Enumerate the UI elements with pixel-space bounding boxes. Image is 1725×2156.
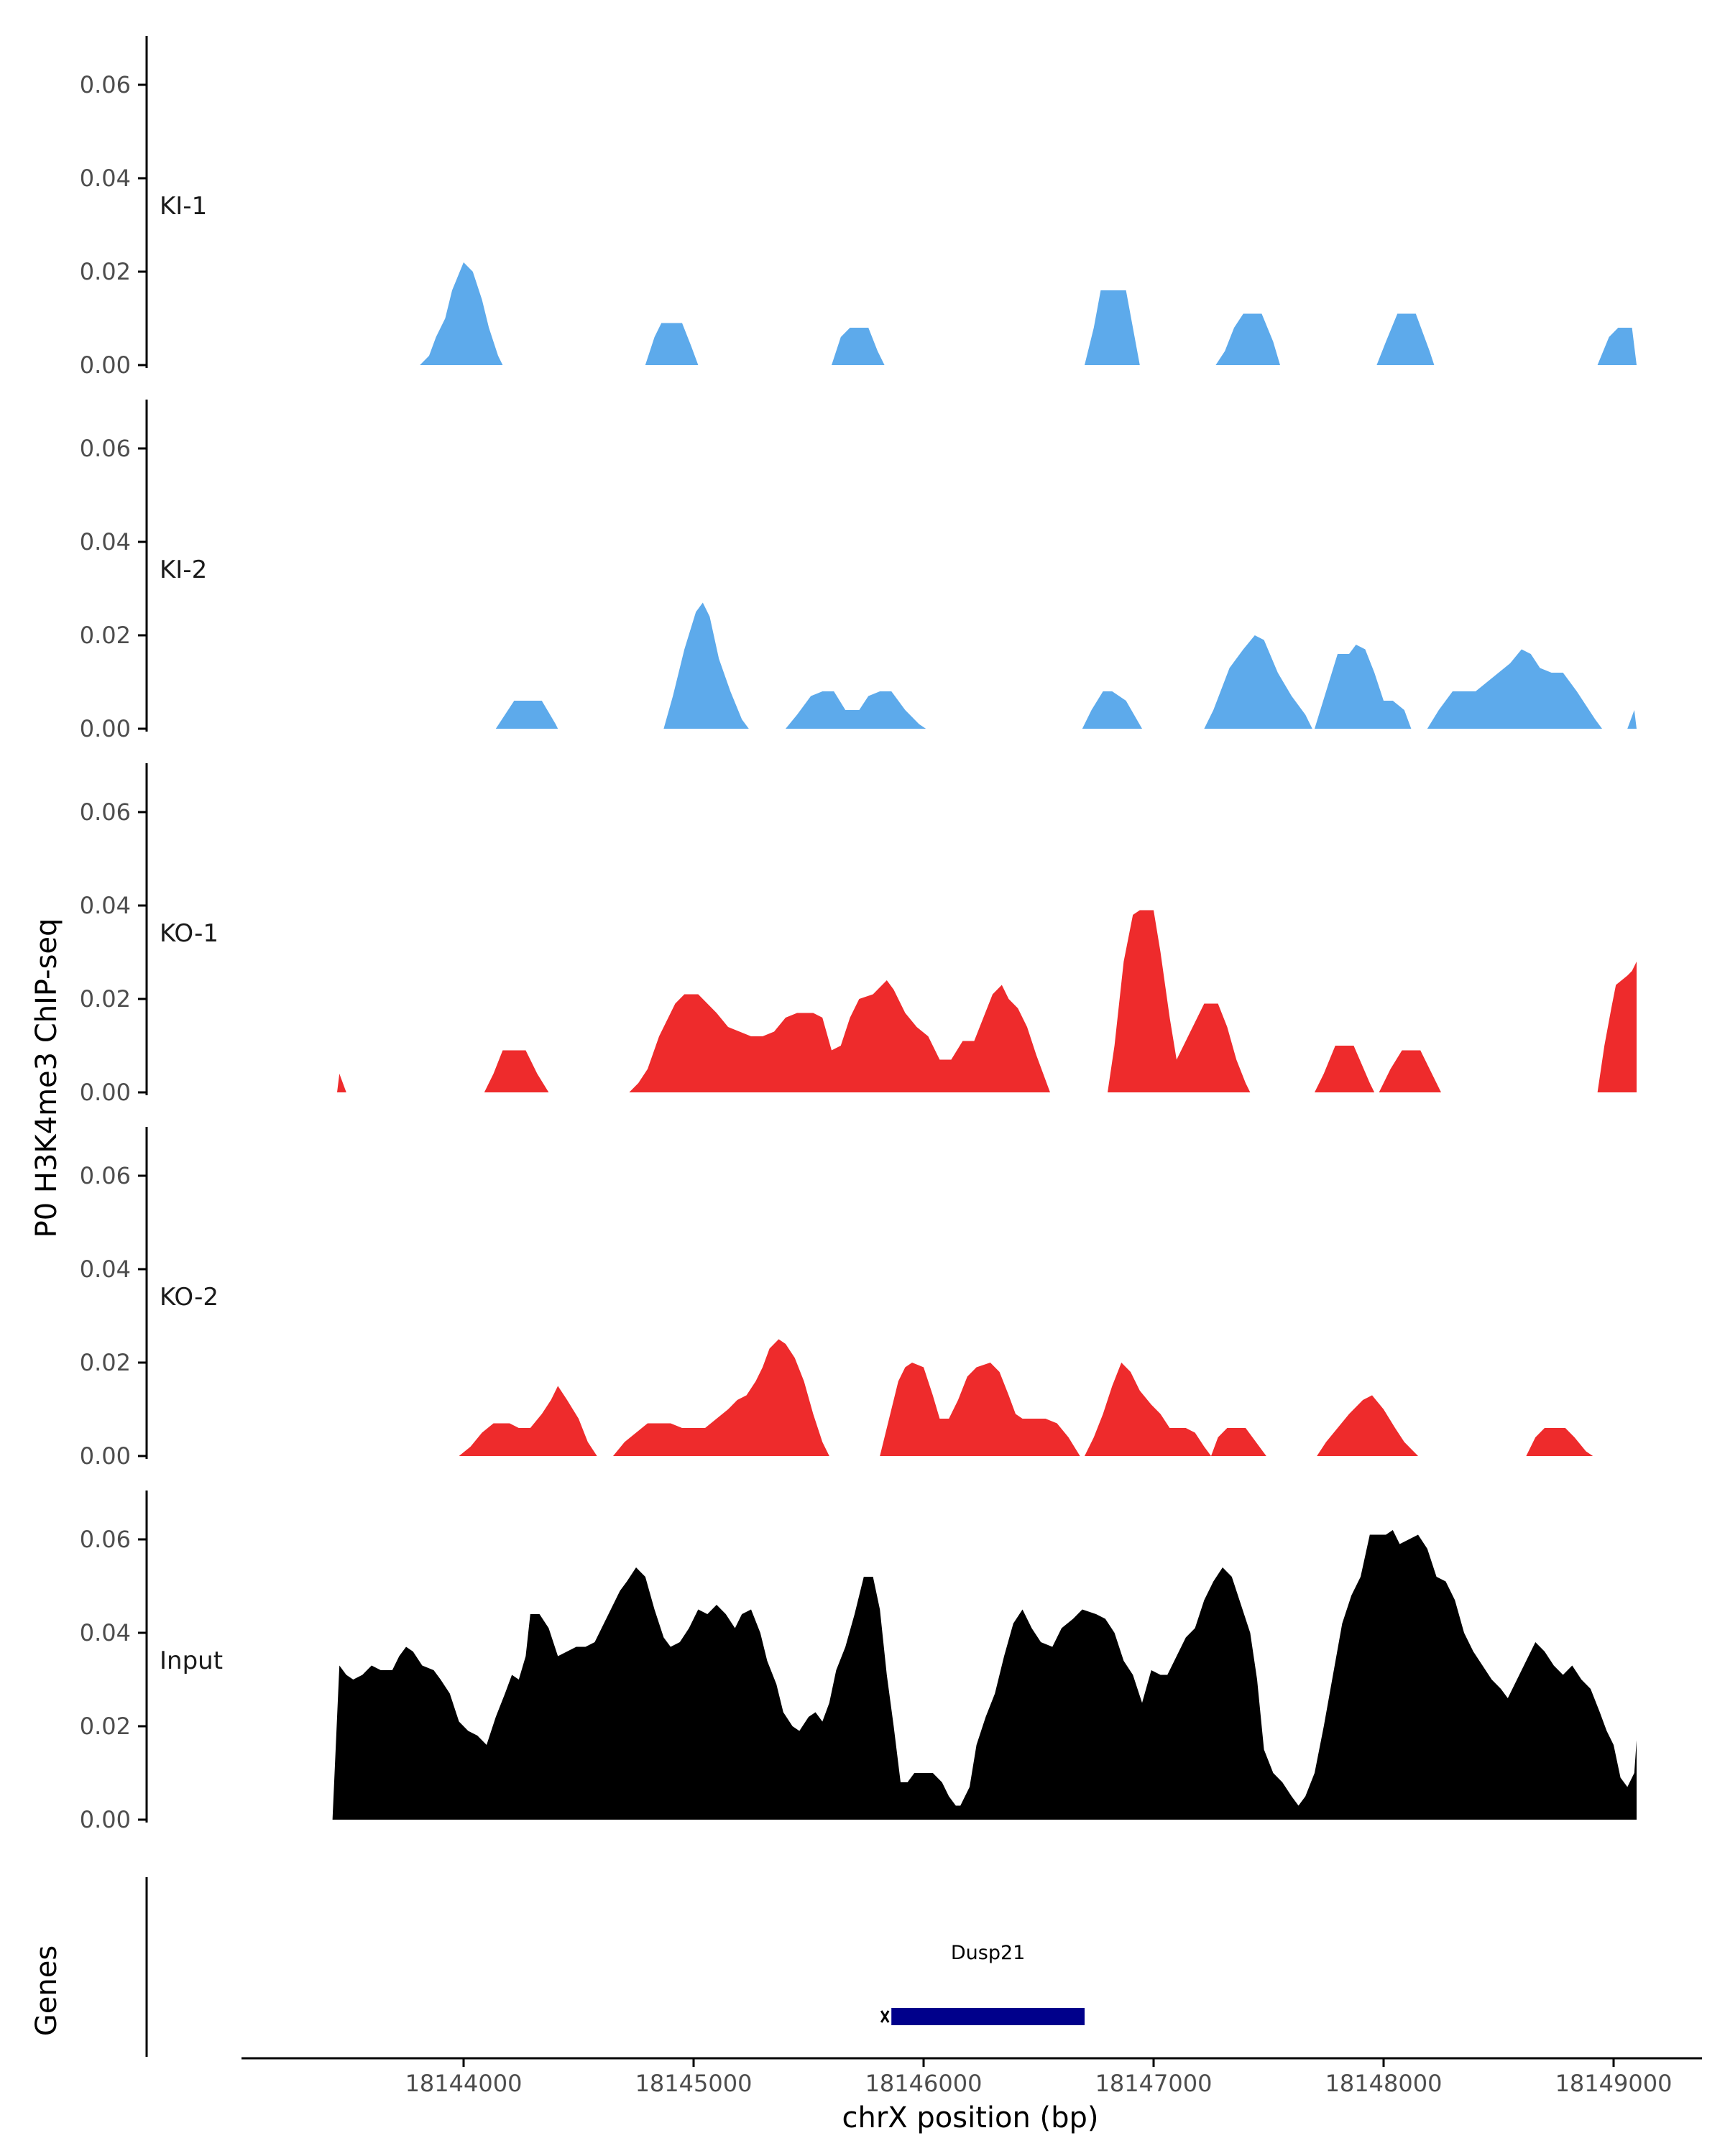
x-axis-title: chrX position (bp) xyxy=(842,2101,1098,2134)
y-axis-title: P0 H3K4me3 ChIP-seq xyxy=(30,918,63,1238)
track-area-input xyxy=(332,1530,1637,1820)
track-ki-2: 0.00 0.02 0.04 0.06 KI-2 xyxy=(80,400,1637,742)
y-tick-label: 0.04 xyxy=(80,528,131,556)
track-label: KO-2 xyxy=(160,1283,218,1312)
y-tick-label: 0.02 xyxy=(80,1713,131,1740)
y-tick-label: 0.00 xyxy=(80,351,131,379)
gene-strand-marker xyxy=(880,2010,890,2023)
y-tick-label: 0.02 xyxy=(80,258,131,285)
x-tick-label: 18147000 xyxy=(1095,2070,1213,2097)
track-label: Input xyxy=(160,1646,223,1675)
tracks-group: 0.00 0.02 0.04 0.06 KI-1 0.00 0.02 0.04 0.06 KI-2… xyxy=(80,36,1637,1833)
y-tick-label: 0.02 xyxy=(80,622,131,649)
y-tick-label: 0.04 xyxy=(80,892,131,919)
x-axis: 18144000 18145000 18146000 18147000 18148000… xyxy=(242,2057,1702,2097)
y-tick-label: 0.06 xyxy=(80,71,131,98)
track-area-ko-2 xyxy=(459,1339,1593,1456)
track-label: KI-2 xyxy=(160,556,207,584)
gene-label: Dusp21 xyxy=(951,1942,1025,1964)
genes-panel: Dusp21 xyxy=(145,1877,1085,2057)
x-tick-label: 18145000 xyxy=(635,2070,753,2097)
track-ko-2: 0.00 0.02 0.04 0.06 KO-2 xyxy=(80,1127,1593,1470)
y-tick-label: 0.04 xyxy=(80,1619,131,1646)
track-area-ko-1 xyxy=(337,910,1637,1092)
x-tick-label: 18144000 xyxy=(405,2070,523,2097)
track-input: 0.00 0.02 0.04 0.06 Input xyxy=(80,1491,1637,1833)
track-ki-1: 0.00 0.02 0.04 0.06 KI-1 xyxy=(80,36,1637,379)
track-label: KI-1 xyxy=(160,192,207,221)
y-tick-label: 0.00 xyxy=(80,1806,131,1833)
track-ko-1: 0.00 0.02 0.04 0.06 KO-1 xyxy=(80,763,1637,1106)
gene-body-dusp21 xyxy=(891,2008,1085,2025)
y-tick-label: 0.06 xyxy=(80,1526,131,1553)
y-tick-label: 0.06 xyxy=(80,435,131,462)
x-tick-label: 18149000 xyxy=(1555,2070,1673,2097)
y-tick-label: 0.06 xyxy=(80,1162,131,1189)
x-tick-label: 18148000 xyxy=(1325,2070,1443,2097)
y-tick-label: 0.00 xyxy=(80,1442,131,1470)
y-tick-label: 0.04 xyxy=(80,165,131,192)
y-tick-label: 0.02 xyxy=(80,985,131,1013)
x-tick-label: 18146000 xyxy=(865,2070,983,2097)
genes-panel-title: Genes xyxy=(30,1945,63,2036)
track-area-ki-2 xyxy=(495,602,1637,729)
y-tick-label: 0.06 xyxy=(80,798,131,826)
y-tick-label: 0.00 xyxy=(80,1079,131,1106)
y-tick-label: 0.02 xyxy=(80,1349,131,1376)
track-label: KO-1 xyxy=(160,919,218,948)
y-tick-label: 0.00 xyxy=(80,715,131,742)
y-tick-label: 0.04 xyxy=(80,1256,131,1283)
